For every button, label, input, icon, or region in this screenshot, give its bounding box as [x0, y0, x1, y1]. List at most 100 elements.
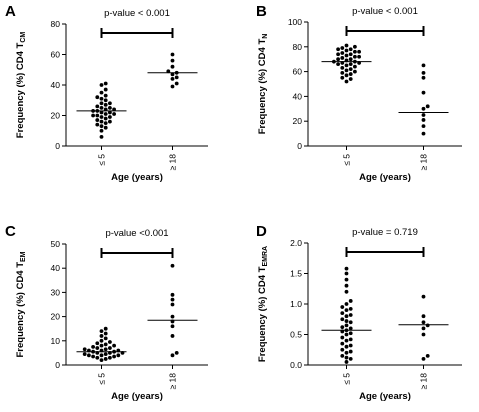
y-axis-label-subscript: N	[262, 34, 269, 39]
x-category-label: ≥ 18	[168, 373, 178, 390]
data-point	[344, 314, 349, 319]
y-axis-label-subscript: EM	[20, 251, 27, 262]
data-point	[108, 115, 112, 119]
y-axis-label-main: Frequency (%) CD4 T	[15, 262, 26, 358]
data-point	[112, 112, 116, 116]
x-category-label: ≥ 18	[168, 154, 178, 171]
data-point	[99, 329, 104, 334]
data-point	[170, 84, 175, 89]
data-point	[108, 340, 112, 344]
data-point	[353, 64, 357, 69]
y-tick-label: 20	[293, 116, 303, 126]
data-point	[108, 119, 112, 124]
data-point	[344, 271, 349, 276]
data-point	[103, 331, 108, 336]
data-point	[99, 90, 104, 95]
data-point	[348, 337, 353, 342]
data-point	[348, 313, 353, 317]
y-tick-label: 40	[293, 91, 303, 101]
p-value-label: p-value < 0.001	[104, 8, 170, 19]
data-point	[425, 323, 430, 328]
data-point	[170, 292, 175, 297]
data-point	[348, 67, 353, 72]
data-point	[170, 77, 175, 81]
data-point	[344, 338, 349, 343]
data-point	[340, 341, 345, 346]
data-point	[340, 65, 345, 70]
data-point	[99, 128, 104, 133]
y-axis-label-subscript: EMRA	[262, 246, 269, 267]
x-category-label: ≤ 5	[97, 154, 107, 166]
data-point	[99, 134, 104, 139]
data-point	[340, 325, 345, 330]
p-value-label: p-value <0.001	[105, 228, 168, 239]
data-point	[344, 355, 349, 360]
data-point	[348, 72, 353, 76]
y-tick-label: 1.5	[290, 269, 302, 279]
data-point	[103, 342, 108, 347]
y-tick-label: 30	[51, 287, 61, 297]
y-axis-label-main: Frequency (%) CD4 T	[257, 266, 268, 362]
y-axis-label: Frequency (%) CD4 TN	[257, 34, 269, 135]
data-point	[103, 336, 108, 341]
data-point	[425, 104, 430, 109]
data-point	[357, 54, 361, 59]
y-tick-label: 50	[51, 239, 61, 249]
data-point	[166, 69, 171, 74]
data-point	[344, 283, 349, 288]
data-point	[421, 357, 426, 361]
x-category-label: ≥ 18	[419, 373, 429, 390]
data-point	[170, 297, 175, 302]
data-point	[348, 52, 353, 57]
y-axis-label: Frequency (%) CD4 TCM	[15, 32, 27, 139]
x-axis-label: Age (years)	[111, 391, 163, 402]
data-point	[91, 344, 95, 349]
p-value-label: p-value < 0.001	[352, 6, 418, 17]
data-point	[344, 289, 349, 294]
data-point	[99, 343, 104, 348]
data-point	[340, 75, 345, 80]
data-point	[344, 323, 349, 328]
panel-c: C 0 10 20 30 40 50 ≤ 5 ≥ 18 Age (years) Frequency …	[5, 223, 208, 402]
data-point	[340, 56, 345, 60]
data-point	[340, 335, 345, 340]
data-point	[170, 52, 175, 57]
data-point	[344, 360, 349, 364]
data-point	[103, 112, 108, 116]
y-tick-label: 10	[51, 336, 61, 346]
data-point	[112, 107, 116, 112]
data-point	[170, 64, 175, 69]
data-point	[340, 51, 345, 55]
data-point	[348, 357, 353, 361]
x-axis-label: Age (years)	[359, 172, 411, 183]
y-tick-label: 0.5	[290, 330, 302, 340]
data-point	[421, 75, 426, 80]
x-axis-label: Age (years)	[359, 391, 411, 402]
y-tick-label: 100	[288, 17, 302, 27]
y-tick-label: 2.0	[290, 238, 302, 248]
data-point	[99, 358, 104, 363]
data-point	[344, 319, 349, 323]
panel-letter: C	[5, 223, 16, 240]
data-point	[353, 44, 357, 49]
data-point	[170, 324, 175, 329]
data-point	[421, 320, 426, 325]
data-point	[340, 70, 345, 75]
data-point	[95, 355, 100, 360]
data-point	[336, 52, 340, 57]
y-tick-label: 0	[55, 141, 60, 151]
data-point	[344, 350, 349, 355]
data-point	[99, 334, 104, 338]
data-point	[95, 104, 100, 109]
data-point	[82, 352, 87, 357]
data-point	[348, 62, 353, 67]
x-category-label: ≤ 5	[342, 154, 352, 166]
data-point	[103, 357, 108, 361]
data-point	[99, 124, 104, 129]
data-point	[87, 353, 91, 358]
data-point	[103, 87, 108, 92]
y-tick-label: 20	[51, 312, 61, 322]
data-point	[344, 302, 349, 306]
p-value-label: p-value = 0.719	[352, 227, 418, 238]
data-point	[421, 131, 426, 136]
